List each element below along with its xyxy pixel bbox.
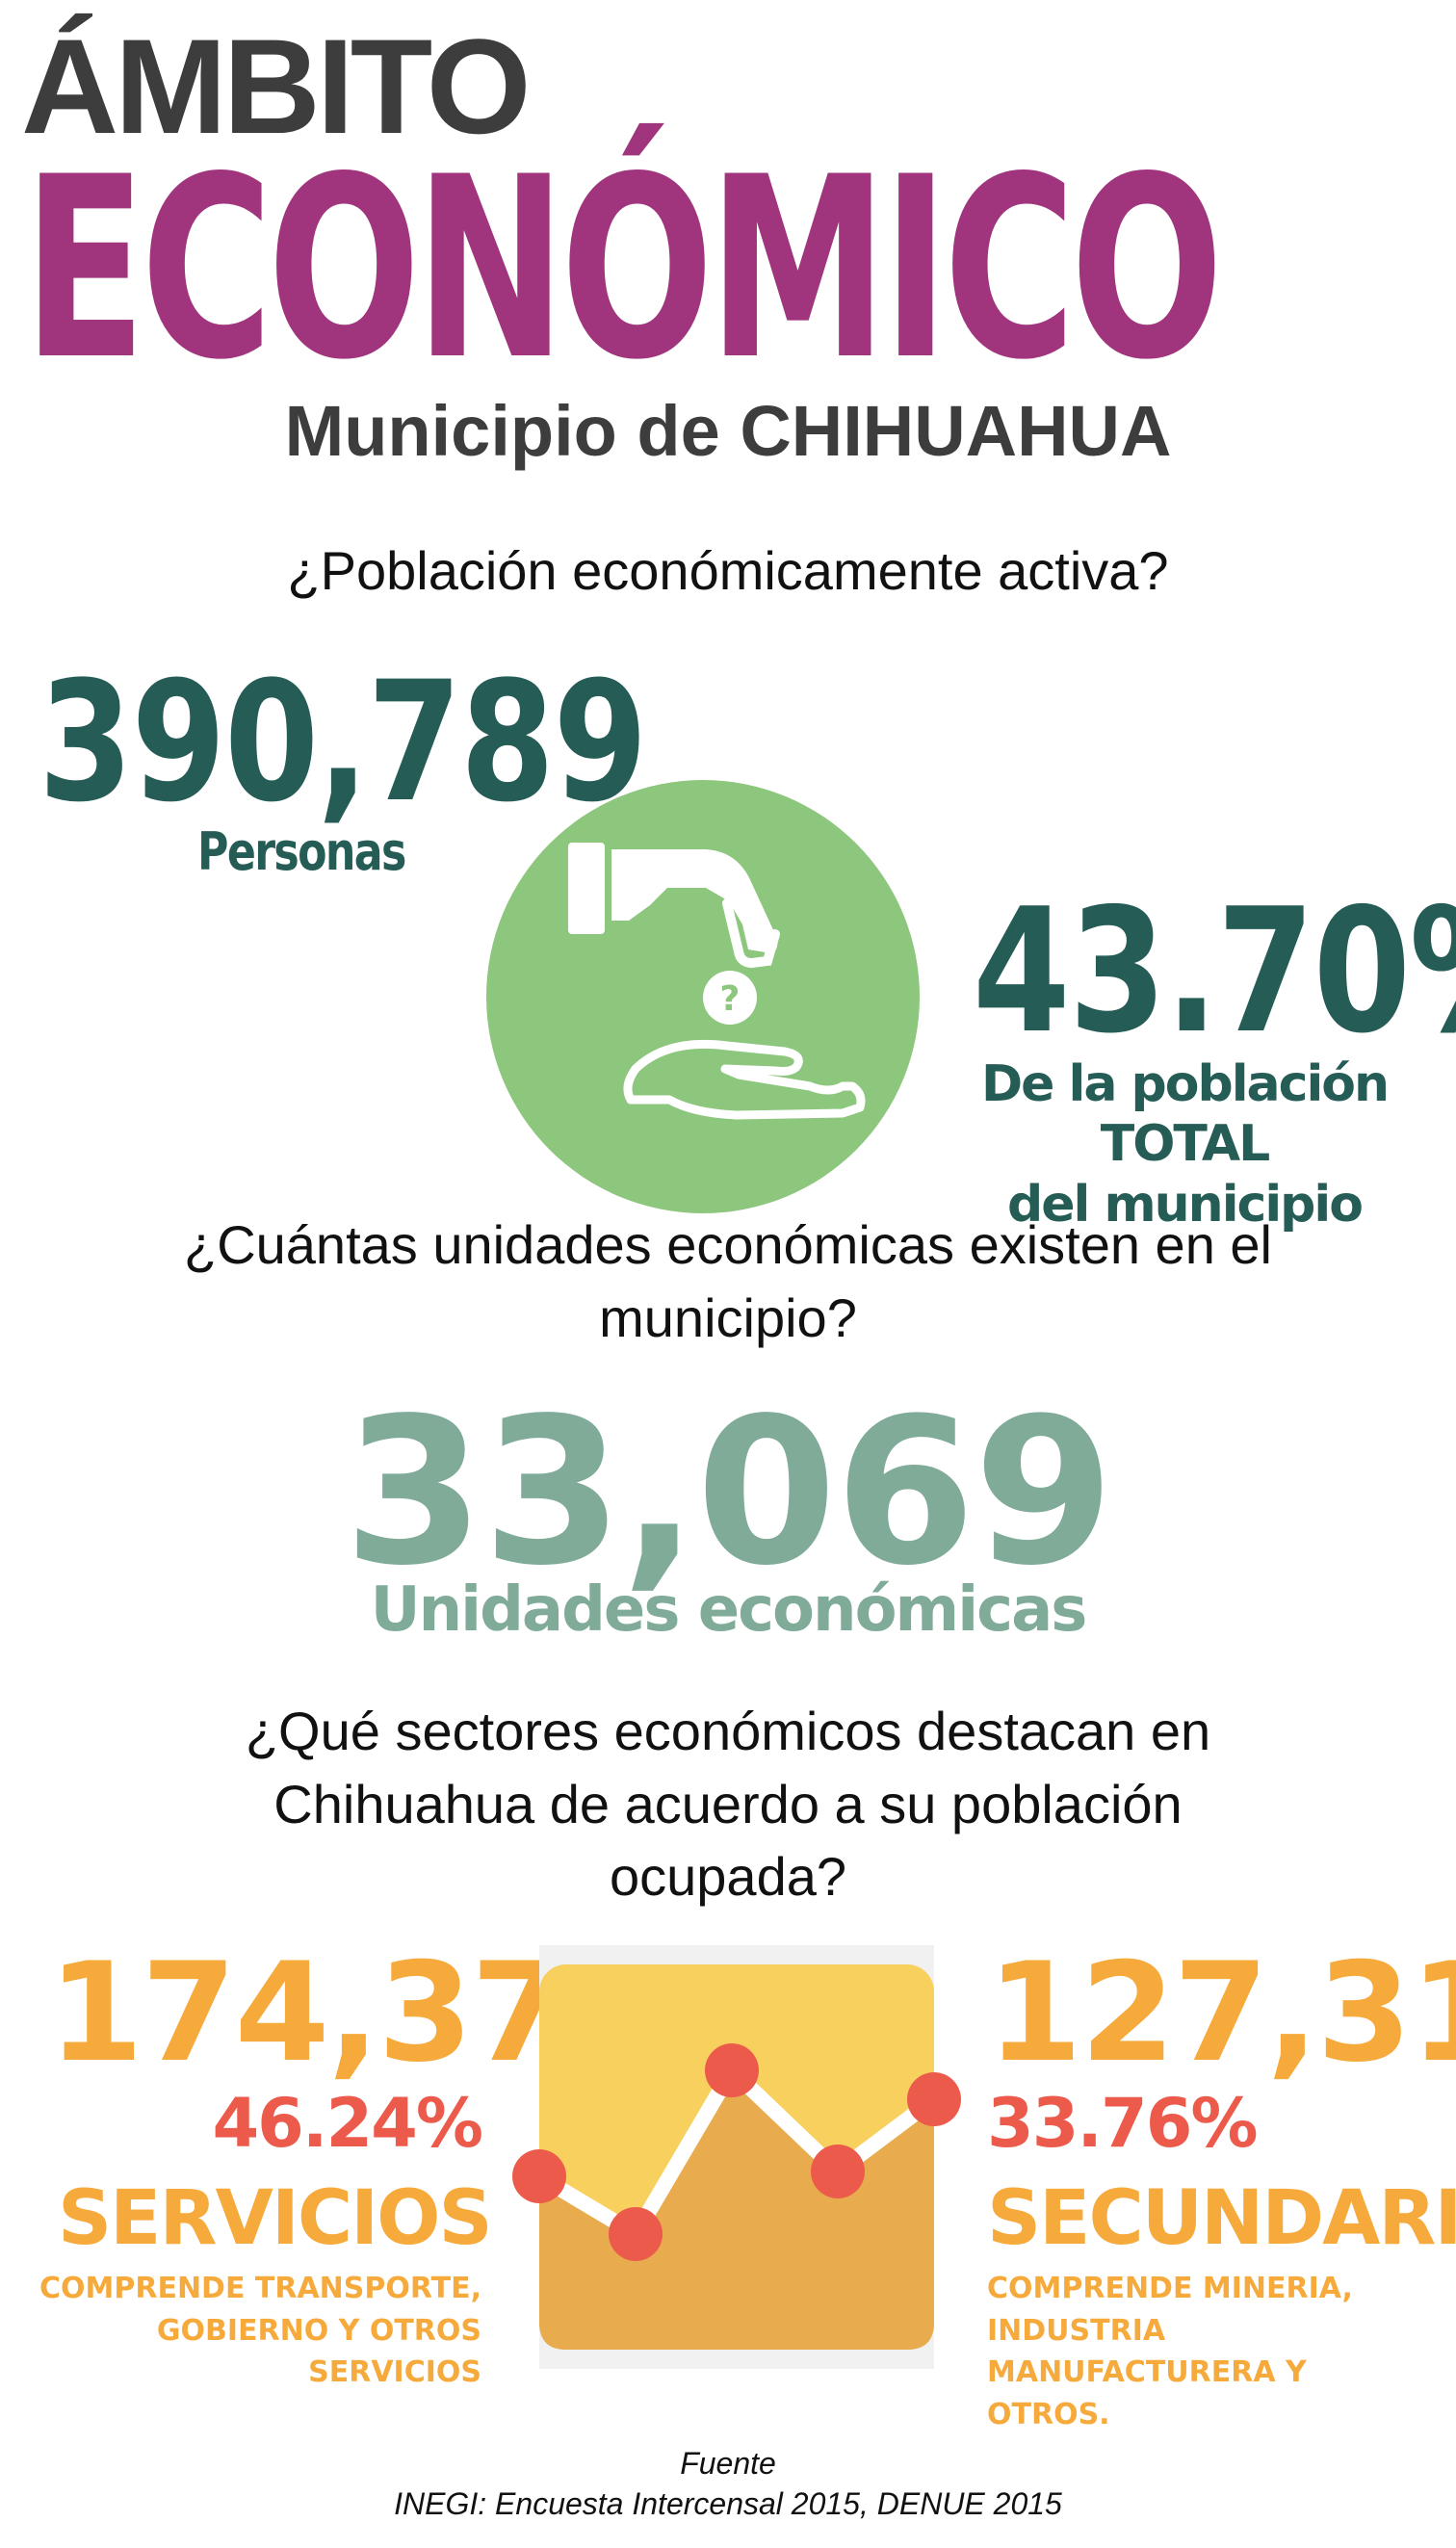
line-chart-icon — [512, 1945, 961, 2369]
pea-question: ¿Población económicamente activa? — [287, 540, 1169, 601]
icon-point — [609, 2207, 663, 2261]
hand-coin-icon: ? — [486, 780, 920, 1213]
icon-point — [907, 2072, 961, 2126]
icon-circle-background — [486, 780, 920, 1213]
secundario-desc-line2: INDUSTRIA MANUFACTURERA Y — [987, 2313, 1307, 2390]
units-question-line1: ¿Cuántas unidades económicas existen en … — [183, 1214, 1272, 1275]
servicios-percentage: 46.24% — [212, 2084, 483, 2163]
secundario-desc-line1: COMPRENDE MINERIA, — [987, 2272, 1353, 2305]
pea-caption-line2: del municipio — [1007, 1175, 1364, 1234]
icon-coin-mark: ? — [720, 979, 741, 1019]
servicios-number: 174,378 — [48, 1934, 660, 2093]
secundario-percentage: 33.76% — [987, 2084, 1259, 2163]
title-ambito: ÁMBITO — [21, 11, 532, 162]
icon-point — [811, 2145, 865, 2198]
units-question: ¿Cuántas unidades económicas existen en … — [58, 1209, 1398, 1354]
icon-cuff — [568, 843, 605, 934]
servicios-name: SERVICIOS — [58, 2175, 493, 2262]
sectors-question: ¿Qué sectores económicos destacan en Chi… — [58, 1695, 1398, 1913]
servicios-desc-line1: COMPRENDE TRANSPORTE, — [39, 2272, 481, 2305]
pea-caption-line1: De la población TOTAL — [980, 1055, 1390, 1174]
source-text: INEGI: Encuesta Intercensal 2015, DENUE … — [394, 2486, 1062, 2521]
sectors-question-line1: ¿Qué sectores económicos destacan en — [245, 1701, 1211, 1761]
secundario-number: 127,314 — [987, 1934, 1456, 2093]
units-question-line2: municipio? — [599, 1287, 857, 1348]
icon-area-fill — [539, 2070, 934, 2350]
icon-point — [705, 2043, 759, 2097]
units-caption: Unidades económicas — [370, 1574, 1088, 1646]
page-subtitle: Municipio de CHIHUAHUA — [284, 391, 1172, 471]
icon-point — [512, 2149, 566, 2203]
units-number: 33,069 — [343, 1374, 1114, 1610]
pea-percentage-caption: De la población TOTAL del municipio — [924, 1054, 1444, 1235]
servicios-desc-line2: GOBIERNO Y OTROS SERVICIOS — [156, 2313, 481, 2390]
title-economico: ECONÓMICO — [23, 124, 1224, 415]
secundario-desc-line3: OTROS. — [987, 2397, 1110, 2431]
servicios-description: COMPRENDE TRANSPORTE, GOBIERNO Y OTROS S… — [39, 2268, 481, 2394]
icon-lower-hand — [623, 1039, 866, 1120]
icon-finger — [722, 898, 780, 969]
pea-number: 390,789 — [39, 645, 648, 839]
secundario-description: COMPRENDE MINERIA, INDUSTRIA MANUFACTURE… — [987, 2268, 1440, 2435]
source-label: Fuente — [680, 2446, 776, 2481]
icon-upper-hand — [611, 849, 778, 953]
secundario-name: SECUNDARIO — [987, 2175, 1456, 2262]
pea-unit: Personas — [197, 821, 406, 882]
sectors-question-line2: Chihuahua de acuerdo a su población — [273, 1773, 1183, 1834]
icon-coin — [703, 971, 757, 1025]
sectors-question-line3: ocupada? — [609, 1846, 846, 1908]
pea-percentage: 43.70% — [973, 871, 1456, 1071]
